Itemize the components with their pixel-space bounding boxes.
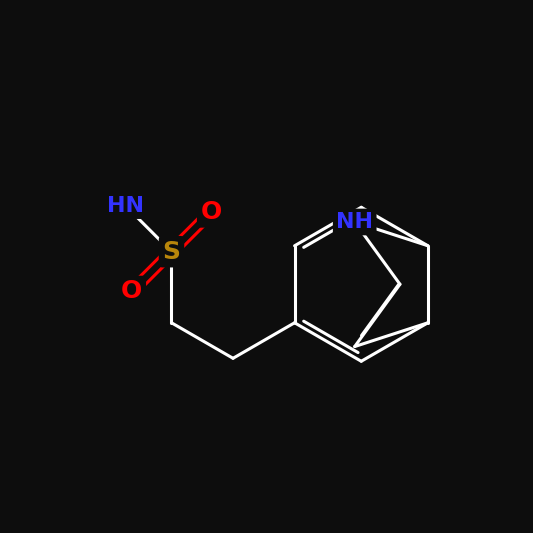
Text: S: S bbox=[163, 240, 181, 264]
Text: HN: HN bbox=[107, 196, 144, 216]
Text: O: O bbox=[121, 279, 142, 303]
Text: O: O bbox=[200, 200, 222, 224]
Text: NH: NH bbox=[336, 212, 373, 232]
